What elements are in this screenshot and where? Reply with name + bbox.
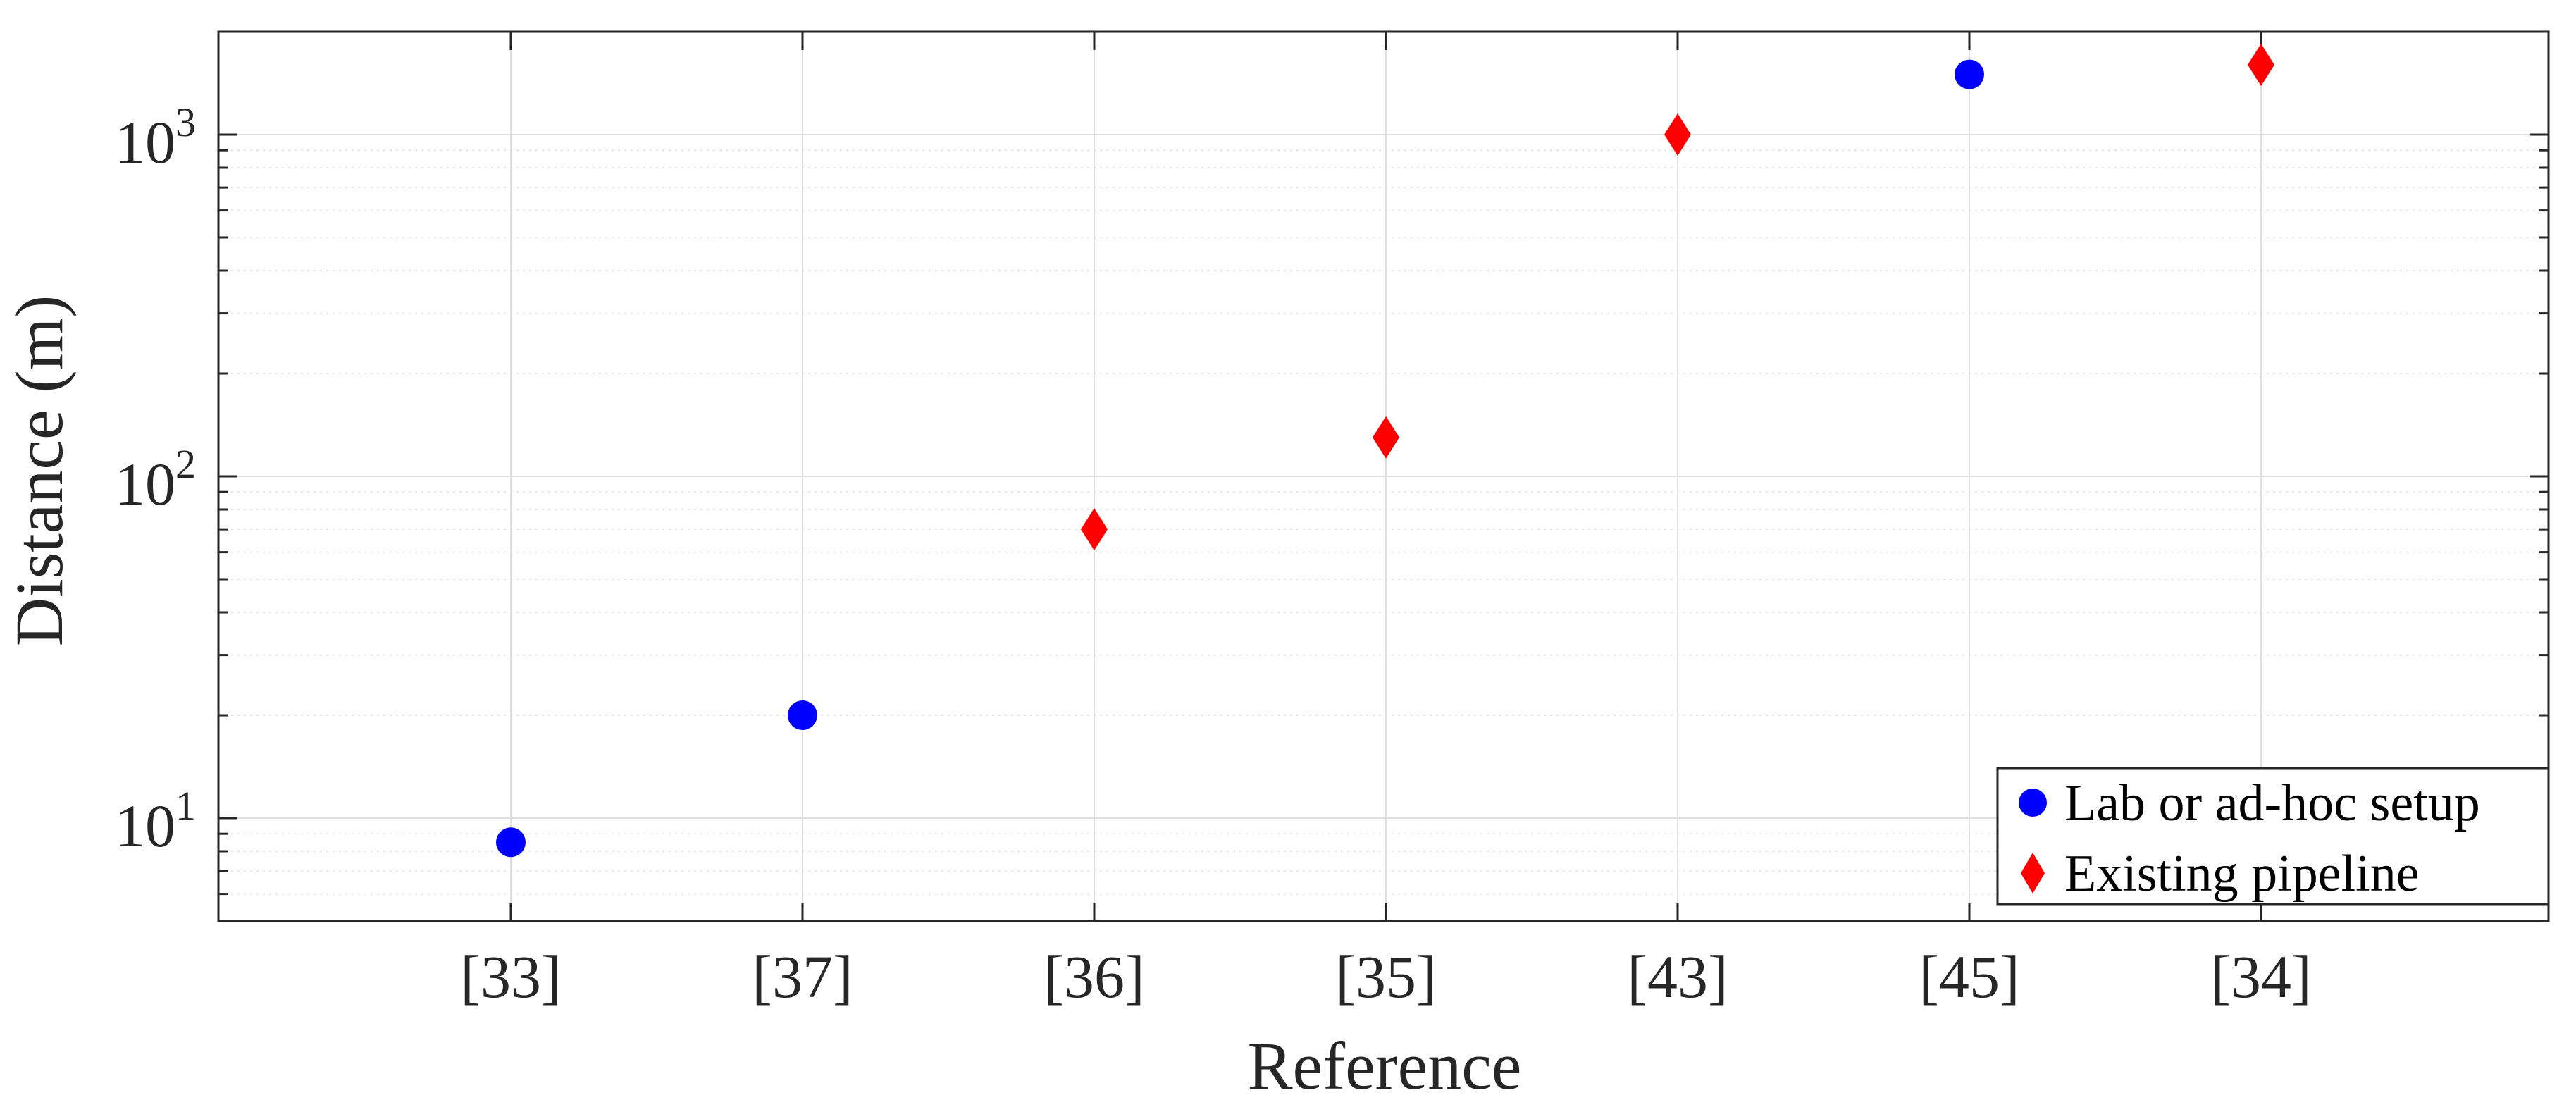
legend: Lab or ad-hoc setup Existing pipeline (1996, 767, 2550, 906)
y-axis-label: Distance (m) (1, 295, 77, 646)
y-tick-base: 10 (115, 109, 175, 176)
y-tick-exponent: 2 (175, 441, 196, 487)
x-tick-label: [37] (752, 943, 853, 1011)
data-point-existing-pipeline (1664, 113, 1691, 156)
x-tick-label: [34] (2210, 943, 2311, 1011)
legend-label-lab-or-ad-hoc-setup: Lab or ad-hoc setup (2064, 774, 2480, 832)
data-point-existing-pipeline (1373, 416, 1399, 459)
data-point-lab-setup (496, 827, 526, 858)
data-point-existing-pipeline (1081, 508, 1108, 551)
data-point-lab-setup (788, 700, 817, 731)
x-axis-label: Reference (1247, 1028, 1521, 1100)
legend-box (1996, 767, 2550, 906)
y-tick-base: 10 (115, 792, 175, 860)
x-axis-ticks: [33] [37] [36] [35] [43] [45] [34] (460, 32, 2312, 1011)
y-tick-base: 10 (115, 450, 175, 518)
data-markers (496, 44, 2274, 858)
minor-grid (218, 149, 2549, 895)
y-tick-exponent: 1 (175, 783, 196, 829)
y-tick-label: 101 (115, 783, 196, 860)
x-tick-label: [36] (1044, 943, 1144, 1011)
data-point-existing-pipeline (2248, 44, 2274, 87)
legend-marker-existing-pipeline (2021, 853, 2045, 894)
y-tick-exponent: 3 (175, 99, 196, 145)
legend-marker-lab-or-ad-hoc-setup (2019, 789, 2047, 817)
x-tick-label: [35] (1335, 943, 1436, 1011)
y-tick-label: 103 (115, 99, 196, 176)
legend-label-existing-pipeline: Existing pipeline (2064, 845, 2420, 903)
data-point-lab-setup (1955, 59, 1984, 89)
x-tick-label: [33] (460, 943, 561, 1011)
major-grid (218, 32, 2549, 921)
x-tick-label: [45] (1919, 943, 2019, 1011)
x-tick-label: [43] (1627, 943, 1728, 1011)
y-tick-label: 102 (115, 441, 196, 518)
